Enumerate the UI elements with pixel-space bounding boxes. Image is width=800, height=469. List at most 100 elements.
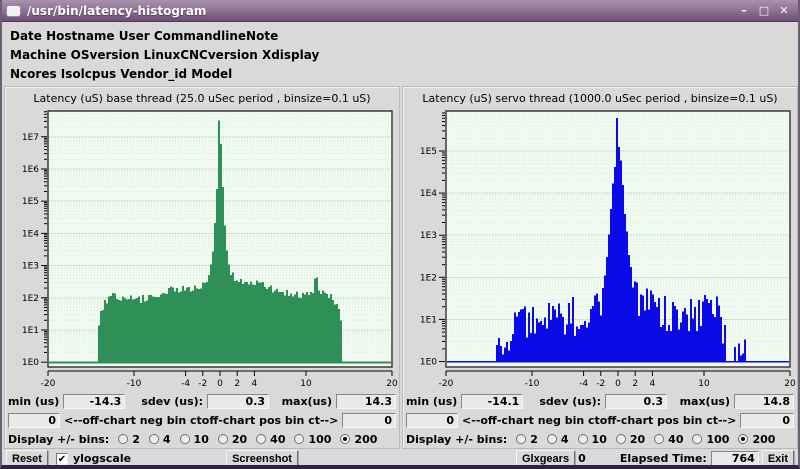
info-row-ncores-model: Ncores Isolcpus Vendor_id Model: [10, 67, 233, 81]
bins-radio-2[interactable]: 2: [118, 433, 140, 446]
offchart-neg-entry[interactable]: 0: [8, 413, 61, 428]
info-row-machine-os: Machine OSversion LinuxCNCversion Xdispl…: [10, 48, 320, 62]
svg-text:-20: -20: [41, 379, 56, 389]
ylogscale-checkbox[interactable]: ✔: [55, 452, 68, 465]
radio-icon[interactable]: [179, 434, 190, 444]
radio-icon[interactable]: [654, 434, 665, 444]
bins-radio-100[interactable]: 100: [692, 433, 729, 446]
radio-icon[interactable]: [118, 434, 129, 444]
bins-radio-label: 20: [231, 432, 248, 446]
info-rows: Date Hostname User CommandlineNote Machi…: [2, 22, 798, 86]
glxgears-value: 0: [578, 452, 586, 465]
glxgears-button[interactable]: Glxgears: [515, 450, 576, 465]
sdev-entry[interactable]: 0.3: [207, 394, 270, 409]
radio-icon[interactable]: [615, 434, 626, 444]
svg-text:4: 4: [252, 379, 258, 389]
histogram-panels: Latency (uS) base thread (25.0 uSec peri…: [2, 86, 798, 449]
maximize-button[interactable]: □: [758, 4, 770, 17]
min-label: min (us): [406, 395, 458, 408]
elapsed-group: Elapsed Time: 764 Exit: [620, 450, 794, 465]
display-bins-label: Display +/- bins:: [8, 432, 110, 446]
bins-radio-200[interactable]: 200: [340, 433, 377, 446]
svg-text:1E5: 1E5: [420, 147, 437, 157]
offchart-pos-label: off-chart pos bin ct-->: [201, 414, 339, 427]
offchart-pos-entry[interactable]: 0: [740, 413, 794, 428]
bins-radio-40[interactable]: 40: [654, 433, 683, 446]
minimize-button[interactable]: –: [741, 4, 747, 17]
radio-icon[interactable]: [577, 434, 588, 444]
bins-radio-label: 10: [193, 432, 209, 446]
servo-chart-title: Latency (uS) servo thread (1000.0 uSec p…: [422, 92, 778, 105]
svg-text:0: 0: [615, 379, 621, 389]
bins-radio-40[interactable]: 40: [256, 433, 285, 446]
radio-icon[interactable]: [148, 434, 159, 444]
svg-text:10: 10: [698, 379, 710, 389]
radio-icon[interactable]: [546, 434, 557, 444]
bins-radio-10[interactable]: 10: [577, 432, 607, 446]
svg-text:2: 2: [632, 379, 638, 389]
svg-text:20: 20: [784, 379, 796, 389]
bins-radio-2[interactable]: 2: [516, 433, 538, 446]
bins-radio-4[interactable]: 4: [148, 432, 171, 446]
servo-display-bins-row: Display +/- bins: 2 4 10 20 40 100 200: [403, 430, 797, 448]
display-bins-options: 2 4 10 20 40 100 200: [109, 433, 377, 446]
radio-icon[interactable]: [294, 434, 305, 444]
display-bins-options: 2 4 10 20 40 100 200: [507, 433, 775, 446]
radio-icon[interactable]: [738, 434, 749, 444]
svg-text:1E4: 1E4: [22, 229, 39, 239]
bins-radio-100[interactable]: 100: [294, 433, 331, 446]
radio-icon[interactable]: [256, 434, 267, 444]
min-entry[interactable]: -14.1: [461, 394, 524, 409]
close-button[interactable]: ✕: [779, 4, 789, 17]
elapsed-time-entry[interactable]: 764: [710, 451, 759, 465]
svg-text:1E7: 1E7: [22, 133, 39, 143]
window-title: /usr/bin/latency-histogram: [27, 3, 207, 18]
title-bar: /usr/bin/latency-histogram – □ ✕: [2, 0, 798, 22]
offchart-pos-entry[interactable]: 0: [342, 413, 396, 428]
sdev-label: sdev (us):: [539, 395, 602, 408]
bottom-bar: Reset ✔ ylogscale Screenshot Glxgears 0 …: [2, 449, 798, 465]
exit-button[interactable]: Exit: [761, 450, 794, 465]
max-entry[interactable]: 14.8: [734, 394, 794, 409]
max-entry[interactable]: 14.3: [336, 394, 396, 409]
bins-radio-20[interactable]: 20: [615, 432, 646, 446]
bins-radio-10[interactable]: 10: [179, 432, 209, 446]
servo-offchart-row: 0 <--off-chart neg bin ct off-chart pos …: [403, 411, 797, 430]
svg-text:-2: -2: [596, 379, 605, 389]
bins-radio-label: 10: [591, 432, 607, 446]
reset-button[interactable]: Reset: [6, 450, 48, 465]
svg-text:-10: -10: [525, 379, 540, 389]
ylogscale-group[interactable]: ✔ ylogscale: [55, 452, 132, 465]
radio-icon[interactable]: [217, 434, 228, 444]
bins-radio-label: 100: [706, 432, 730, 446]
svg-text:1E2: 1E2: [420, 273, 437, 283]
screenshot-button[interactable]: Screenshot: [226, 450, 298, 465]
min-label: min (us): [8, 395, 60, 408]
svg-text:1E5: 1E5: [22, 197, 39, 207]
base-thread-panel: Latency (uS) base thread (25.0 uSec peri…: [4, 86, 400, 449]
svg-text:20: 20: [386, 379, 398, 389]
bins-radio-label: 20: [629, 432, 646, 446]
offchart-neg-label: <--off-chart neg bin ct: [462, 414, 600, 427]
radio-icon[interactable]: [692, 434, 703, 444]
bins-radio-label: 4: [162, 432, 171, 446]
radio-icon[interactable]: [516, 434, 527, 444]
display-bins-label: Display +/- bins:: [406, 432, 508, 446]
svg-text:1E2: 1E2: [22, 294, 39, 304]
offchart-neg-entry[interactable]: 0: [406, 413, 459, 428]
sdev-entry[interactable]: 0.3: [605, 394, 668, 409]
bins-radio-20[interactable]: 20: [217, 432, 248, 446]
radio-icon[interactable]: [340, 434, 351, 444]
bins-radio-label: 4: [560, 432, 569, 446]
ylogscale-label: ylogscale: [72, 452, 132, 465]
bins-radio-4[interactable]: 4: [546, 432, 569, 446]
sdev-label: sdev (us):: [141, 395, 204, 408]
svg-text:1E3: 1E3: [420, 231, 437, 241]
svg-text:-10: -10: [127, 379, 142, 389]
offchart-pos-label: off-chart pos bin ct-->: [599, 414, 737, 427]
svg-text:1E6: 1E6: [22, 165, 39, 175]
min-entry[interactable]: -14.3: [63, 394, 126, 409]
bins-radio-200[interactable]: 200: [738, 433, 775, 446]
